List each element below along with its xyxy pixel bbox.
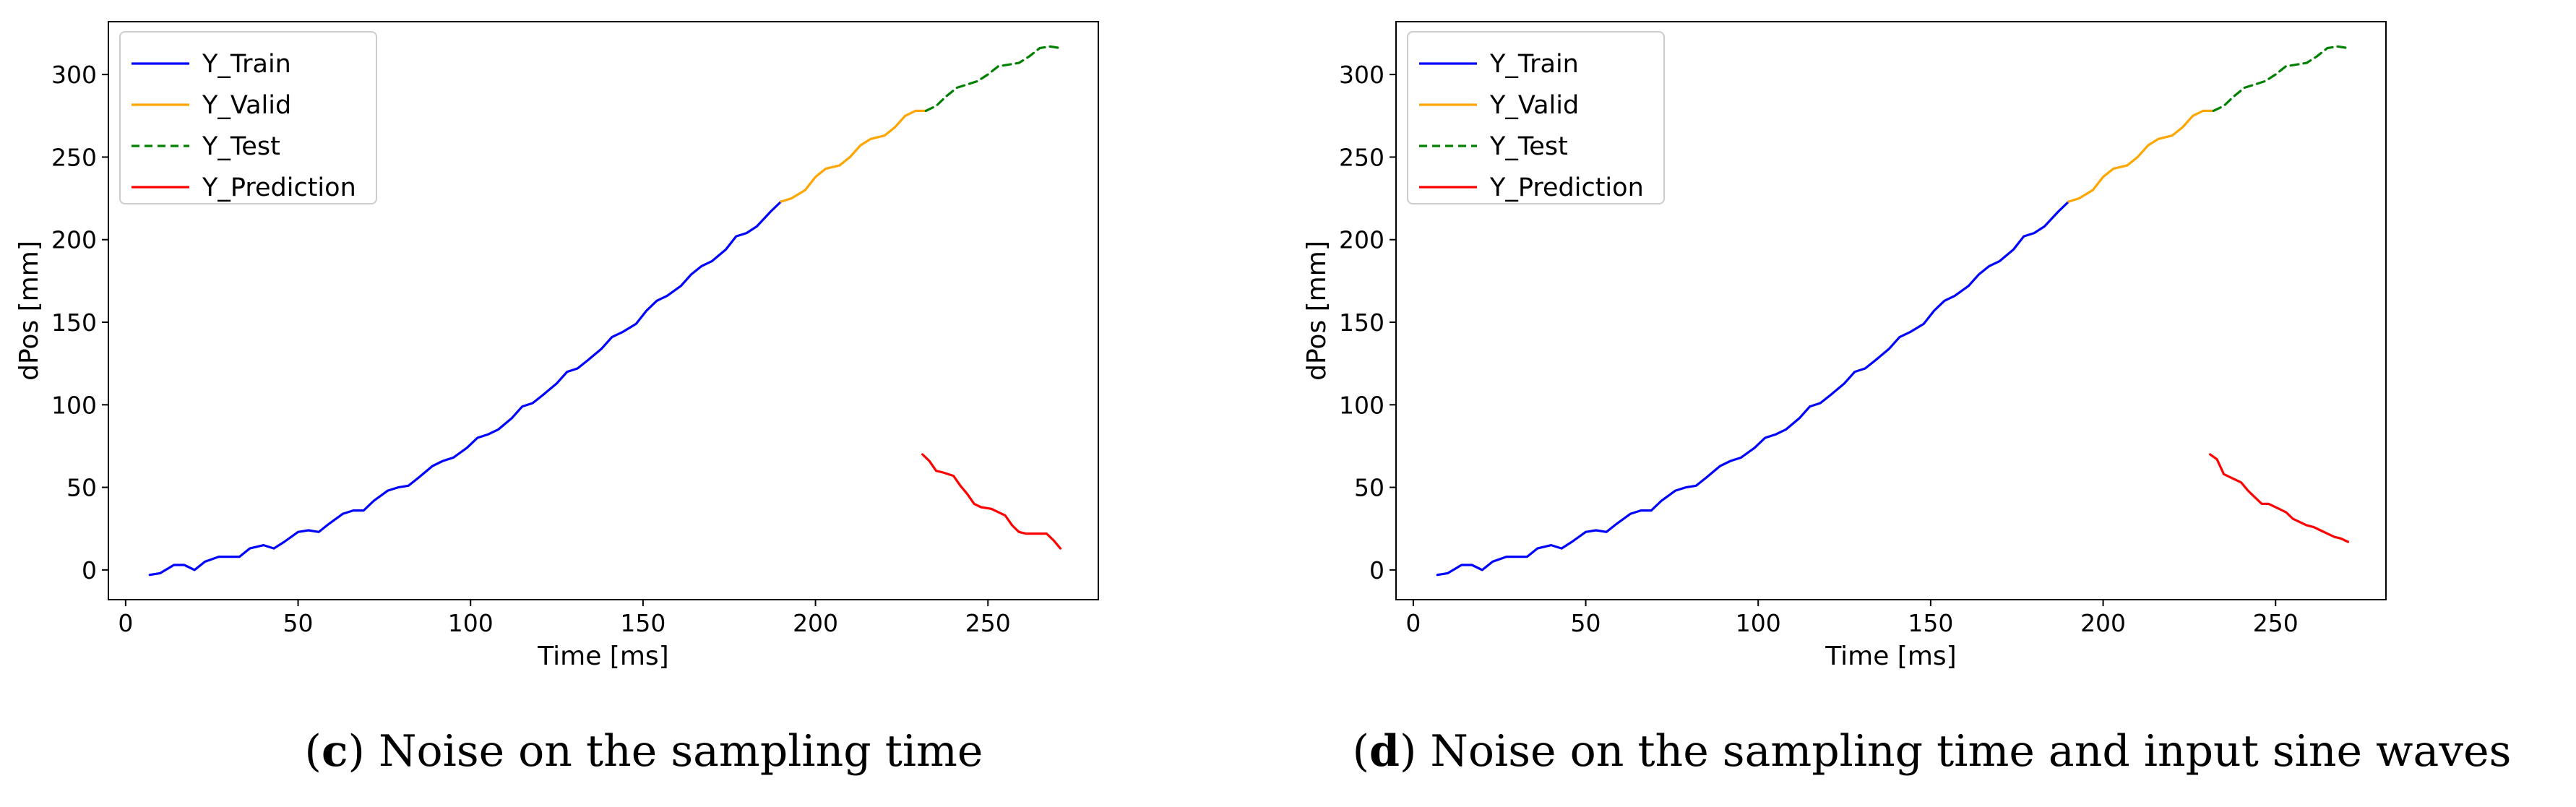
chart-c-series-y-prediction [921, 453, 1062, 550]
chart-panel-c: 0 50 100 150 200 250 0 50 100 150 200 250 300 Time [m… [14, 21, 1099, 777]
chart-panel-d: 0 50 100 150 200 250 0 50 100 150 200 250 300 Time [m… [1288, 0, 2576, 807]
chart-d-series-y-prediction [2208, 453, 2350, 543]
chart-d-legend-label: Y_Prediction [1489, 173, 1644, 202]
chart-c-series-y-test [924, 45, 1062, 112]
chart-d-y-tick-label: 250 [1339, 143, 1384, 171]
chart-d-legend-label: Y_Test [1489, 132, 1568, 161]
chart-d-legend-label: Y_Valid [1489, 91, 1579, 120]
chart-d-y-tick-label: 200 [1339, 226, 1384, 254]
chart-c-x-tick-label: 0 [118, 609, 133, 637]
chart-c-legend-label: Y_Prediction [202, 173, 356, 202]
chart-c-y-tick-label: 100 [51, 391, 97, 419]
chart-c-plot-frame [108, 21, 1099, 600]
chart-d-y-tick-label: 100 [1339, 391, 1384, 419]
chart-d-series-y-train [1436, 200, 2070, 577]
chart-c-y-tick-label: 150 [51, 308, 97, 337]
chart-d-x-axis-label: Time [ms] [1825, 642, 1956, 671]
chart-c-y-tick-label: 200 [51, 226, 97, 254]
chart-c-x-tick-label: 50 [283, 609, 314, 637]
chart-d-x-tick-label: 250 [2253, 609, 2299, 637]
chart-c-x-axis-label: Time [ms] [537, 642, 668, 671]
chart-d-y-tick-label: 300 [1339, 61, 1384, 89]
chart-c-y-tick-label: 50 [66, 474, 97, 502]
caption-d: (d) Noise on the sampling time and input… [1352, 726, 2512, 777]
chart-c-y-axis-label: dPos [mm] [14, 241, 44, 381]
chart-d-y-tick-label: 50 [1354, 474, 1384, 502]
chart-d-y-tick-label: 0 [1369, 556, 1384, 584]
chart-d-x-tick-label: 0 [1405, 609, 1421, 637]
chart-d-series-y-test [2212, 45, 2350, 112]
chart-d-plot-frame [1395, 21, 2387, 600]
chart-c-y-tick-label: 250 [51, 143, 97, 171]
chart-d-x-tick-label: 200 [2080, 609, 2126, 637]
chart-c-legend-label: Y_Train [202, 50, 291, 79]
chart-d-x-tick-label: 150 [1908, 609, 1953, 637]
chart-c-x-tick-label: 150 [620, 609, 665, 637]
chart-c-x-tick-label: 100 [448, 609, 494, 637]
chart-c-legend-label: Y_Valid [202, 91, 291, 120]
line-chart-c: 0 50 100 150 200 250 0 50 100 150 200 250 300 Time [m… [14, 21, 1099, 671]
chart-c-x-tick-label: 200 [793, 609, 838, 637]
chart-c-series-y-valid [780, 109, 927, 203]
chart-d-legend-label: Y_Train [1489, 50, 1579, 79]
chart-c-x-tick-label: 250 [965, 609, 1011, 637]
chart-c-series-y-train [148, 200, 783, 577]
chart-c-y-tick-label: 0 [82, 556, 97, 584]
chart-c-legend-label: Y_Test [202, 132, 280, 161]
chart-d-y-axis-label: dPos [mm] [1302, 241, 1332, 381]
caption-c: (c) Noise on the sampling time [304, 726, 983, 777]
chart-d-x-tick-label: 100 [1736, 609, 1781, 637]
chart-d-x-tick-label: 50 [1571, 609, 1601, 637]
line-chart-d: 0 50 100 150 200 250 0 50 100 150 200 250 300 Time [m… [1302, 21, 2387, 671]
chart-d-series-y-valid [2067, 109, 2215, 203]
chart-c-y-tick-label: 300 [51, 61, 97, 89]
chart-d-legend: Y_Train Y_Valid Y_Test Y_Prediction [1407, 31, 1665, 204]
chart-d-y-tick-label: 150 [1339, 308, 1384, 337]
chart-c-legend: Y_Train Y_Valid Y_Test Y_Prediction [119, 31, 377, 204]
